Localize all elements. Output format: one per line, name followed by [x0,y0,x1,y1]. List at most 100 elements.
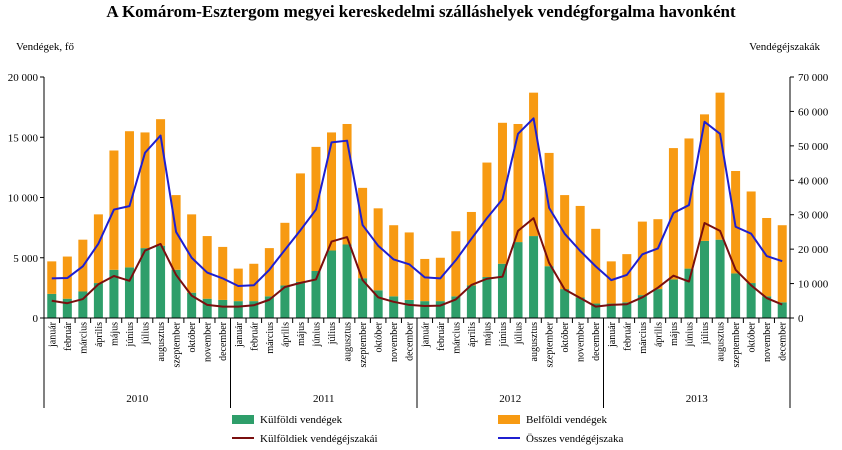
bar-0-12 [233,301,243,318]
bar-1-47 [777,225,787,303]
month-label: augusztus [716,322,727,362]
bar-0-15 [280,285,290,318]
month-label: május [109,322,120,346]
bar-1-30 [513,123,523,243]
y-right-tick-5: 50 000 [798,141,829,153]
y-right-tick-7: 70 000 [798,72,829,84]
month-label: április [467,322,478,347]
month-label: augusztus [156,322,167,362]
bar-1-18 [327,132,337,251]
bar-0-44 [731,273,741,318]
bar-0-30 [513,242,523,318]
bar-1-10 [202,236,212,299]
bar-0-47 [777,302,787,318]
bar-0-28 [482,277,492,318]
bar-0-9 [187,292,197,318]
bar-0-34 [575,297,585,318]
bar-1-24 [420,258,430,302]
legend-swatch-0 [232,415,254,424]
bar-1-23 [404,232,414,300]
month-label: március [638,322,649,354]
bar-0-29 [497,263,507,318]
bar-0-7 [156,245,166,318]
bar-1-21 [373,208,383,291]
month-label: szeptember [172,321,183,367]
axes-group: 0 5 000 10 000 15 000 20 000 0 10 000 20 000 30 … [8,72,829,408]
bar-1-38 [637,221,647,296]
legend-label-2: Külföldiek vendégéjszakái [260,433,378,445]
bar-1-46 [762,217,772,297]
y-left-axis-title: Vendégek, fő [16,41,75,53]
month-label: február [622,321,633,351]
bar-1-39 [653,219,663,290]
month-label: december [778,321,789,361]
month-label: augusztus [343,322,354,362]
bar-0-32 [544,266,554,318]
y-right-tick-1: 10 000 [798,279,829,291]
month-label: november [389,321,400,362]
bar-0-18 [327,250,337,318]
bar-1-11 [218,246,228,300]
y-right-axis-title: Vendégéjszakák [749,41,820,53]
bar-1-13 [249,263,259,302]
bar-1-7 [156,119,166,246]
month-label: december [591,321,602,361]
bar-0-26 [451,296,461,318]
bar-0-1 [62,298,72,318]
month-label: szeptember [358,321,369,367]
bar-1-45 [746,191,756,284]
bar-0-33 [560,289,570,318]
bar-0-11 [218,299,228,318]
bar-0-16 [295,281,305,318]
bar-0-13 [249,301,259,318]
bar-0-40 [668,279,678,318]
y-right-tick-2: 20 000 [798,244,829,256]
month-label: január [607,321,618,348]
bar-1-6 [140,132,150,249]
bar-0-5 [124,267,134,318]
bar-0-19 [342,244,352,318]
bar-1-33 [560,195,570,290]
y-right-tick-4: 40 000 [798,175,829,187]
month-label: augusztus [529,322,540,362]
month-label: szeptember [545,321,556,367]
bar-0-20 [358,278,368,318]
y-right-tick-6: 60 000 [798,106,829,118]
month-label: március [78,322,89,354]
bar-0-22 [389,296,399,318]
bar-0-46 [762,296,772,318]
month-label: március [265,322,276,354]
bar-1-5 [124,131,134,268]
bar-1-27 [466,211,476,286]
bar-0-3 [93,283,103,318]
line-0 [51,217,783,308]
legend: Külföldi vendégek Belföldi vendégek Külföl… [232,414,624,445]
bar-0-41 [684,268,694,318]
bar-1-20 [358,187,368,279]
chart-title: A Komárom-Esztergom megyei kereskedelmi … [106,2,736,21]
bar-1-9 [187,214,197,293]
bar-1-25 [435,257,445,302]
bar-1-16 [295,173,305,282]
bar-0-37 [622,302,632,318]
month-label: június [498,322,509,348]
legend-swatch-1 [498,415,520,424]
bar-0-39 [653,289,663,318]
month-label: november [576,321,587,362]
bar-1-29 [497,122,507,264]
month-label: június [684,322,695,348]
bar-1-22 [389,225,399,297]
bar-0-6 [140,248,150,318]
month-label: október [747,321,758,352]
bar-1-42 [700,114,710,241]
month-label: július [327,322,338,345]
bar-0-45 [746,283,756,318]
month-label: március [451,322,462,354]
bar-0-38 [637,295,647,318]
month-label: április [280,322,291,347]
month-label: június [311,322,322,348]
month-label: április [653,322,664,347]
bar-1-19 [342,123,352,245]
bar-1-3 [93,214,103,284]
